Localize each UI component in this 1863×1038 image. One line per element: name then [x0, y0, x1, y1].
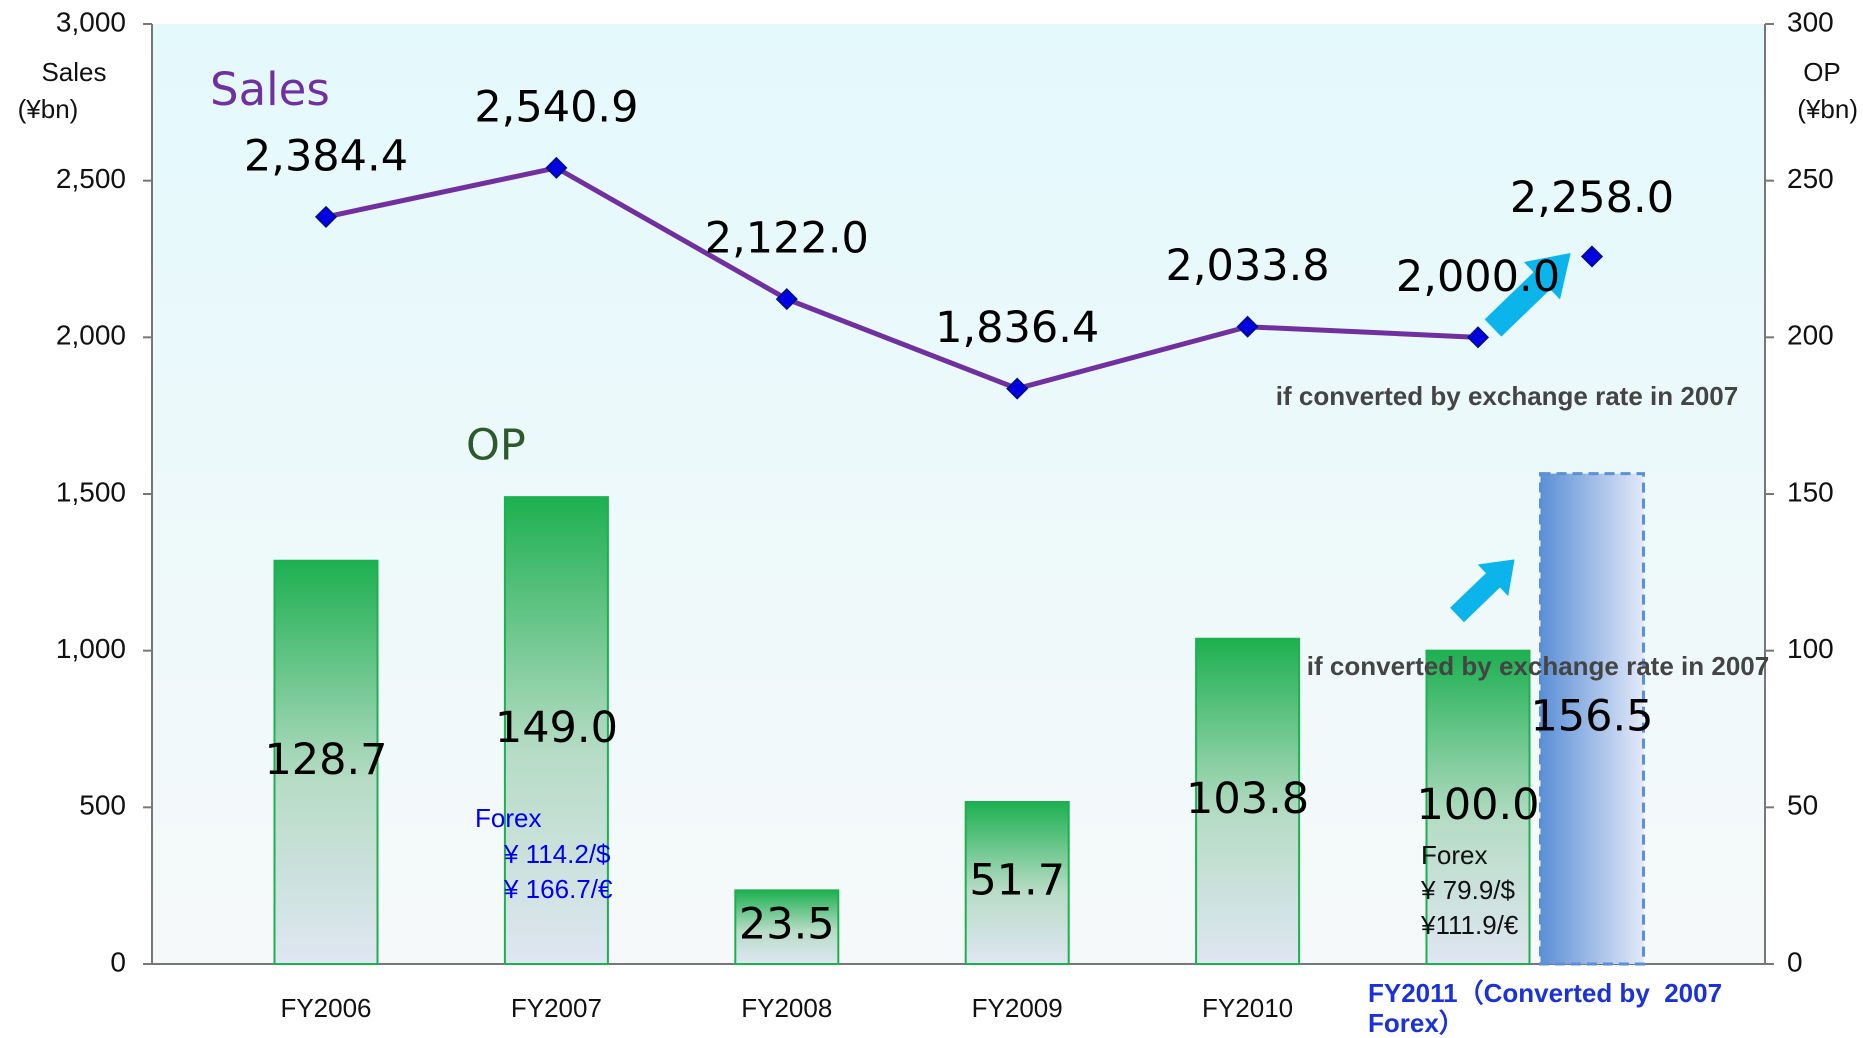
x-tick-label: FY2011（Converted by 2007 Forex） — [1368, 978, 1730, 1038]
bar-value-label: 128.7 — [264, 735, 387, 785]
marker — [314, 205, 338, 228]
bar — [1425, 649, 1531, 966]
line-value-label: 2,540.9 — [474, 82, 638, 132]
x-tick-label: FY2006 — [280, 993, 371, 1023]
y2-tick-label: 150 — [1787, 476, 1834, 507]
y-tick-label: 2,000 — [56, 320, 126, 351]
series-name: OP — [466, 421, 526, 471]
y-axis-label: Sales — [41, 57, 106, 87]
y2-axis-label: (¥bn) — [1797, 94, 1858, 124]
y2-tick-label: 200 — [1787, 320, 1834, 351]
y-axis-label: (¥bn) — [18, 94, 79, 124]
converted-bar-label: 156.5 — [1530, 691, 1653, 741]
line-value-label: 2,384.4 — [244, 131, 408, 181]
bar — [273, 559, 379, 965]
x-tick-label-box: FY2011（Converted by 2007 Forex） — [1368, 978, 1730, 1038]
annotation: if converted by exchange rate in 2007 — [1276, 381, 1738, 411]
x-tick-label: FY2009 — [972, 993, 1063, 1023]
line-value-label: 1,836.4 — [935, 303, 1099, 353]
forex-note: Forex — [1421, 840, 1487, 870]
bar-value-label: 51.7 — [969, 856, 1065, 906]
bar — [964, 801, 1070, 965]
forex-note: ¥ 114.2/$ — [503, 839, 611, 869]
bar-value-label: 23.5 — [739, 900, 835, 950]
converted-sales-label: 2,258.0 — [1510, 173, 1674, 223]
line-value-label: 2,122.0 — [705, 214, 869, 264]
marker — [1006, 377, 1029, 400]
arrow — [1450, 559, 1515, 623]
x-tick-label: FY2008 — [741, 993, 832, 1023]
bar — [503, 496, 609, 965]
y-tick-label: 500 — [79, 790, 126, 821]
converted-marker — [1580, 245, 1604, 268]
forex-note: ¥111.9/€ — [1420, 910, 1519, 940]
y2-tick-label: 50 — [1787, 790, 1818, 821]
bar-value-label: 149.0 — [495, 703, 618, 753]
y-tick-label: 0 — [110, 946, 126, 977]
y-tick-label: 1,500 — [56, 476, 126, 507]
bar-value-label: 103.8 — [1186, 774, 1309, 824]
bar — [734, 889, 840, 965]
y2-tick-label: 100 — [1787, 633, 1834, 664]
y-tick-label: 3,000 — [56, 6, 126, 37]
line-value-label: 2,000.0 — [1396, 252, 1560, 302]
forex-note: ¥ 166.7/€ — [503, 874, 613, 904]
annotation: if converted by exchange rate in 2007 — [1307, 651, 1769, 681]
x-tick-label: FY2010 — [1202, 993, 1293, 1023]
y-tick-label: 1,000 — [56, 633, 126, 664]
bar-value-label: 100.0 — [1416, 780, 1539, 830]
y2-axis-label: OP — [1803, 57, 1841, 87]
converted-bar — [1539, 472, 1645, 966]
line-value-label: 2,033.8 — [1166, 241, 1330, 291]
forex-note: Forex — [475, 803, 541, 833]
y2-tick-label: 250 — [1787, 163, 1834, 194]
x-tick-label: FY2007 — [511, 993, 602, 1023]
arrow — [1484, 252, 1571, 337]
marker — [1236, 315, 1259, 338]
y2-tick-label: 0 — [1787, 946, 1803, 977]
bar — [1195, 637, 1301, 965]
marker — [1466, 326, 1490, 349]
marker — [545, 156, 568, 179]
y-tick-label: 2,500 — [56, 163, 126, 194]
marker — [775, 288, 798, 311]
y2-tick-label: 300 — [1787, 6, 1834, 37]
line — [325, 165, 1479, 392]
forex-note: ¥ 79.9/$ — [1420, 875, 1516, 905]
series-name: Sales — [210, 63, 330, 116]
